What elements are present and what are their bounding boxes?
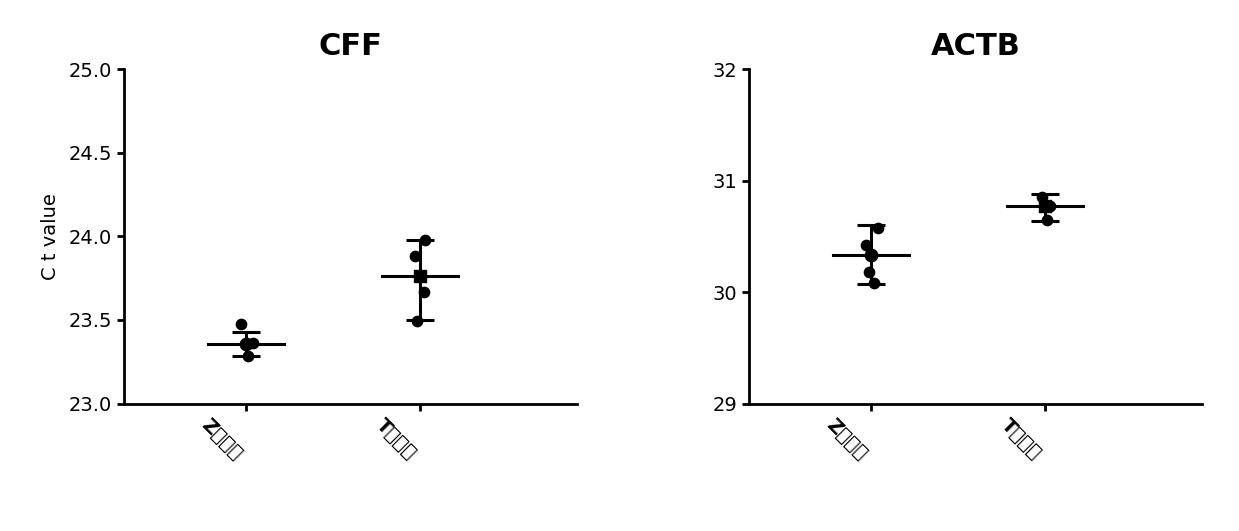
Point [410,272,430,281]
Point [406,316,426,325]
Point [238,352,258,360]
Point [859,268,878,276]
Point [1037,216,1057,225]
Point [405,252,425,261]
Point [867,224,887,233]
Title: ACTB: ACTB [930,32,1020,61]
Point [235,340,255,348]
Point [861,251,881,260]
Point [415,236,435,245]
Point [230,320,250,328]
Point [1032,192,1052,201]
Point [1041,201,1061,210]
Point [865,279,885,287]
Point [414,288,434,297]
Point [1035,202,1054,210]
Point [856,241,876,250]
Title: CFF: CFF [318,32,383,61]
Point [243,338,263,347]
Y-axis label: C t value: C t value [41,193,61,280]
